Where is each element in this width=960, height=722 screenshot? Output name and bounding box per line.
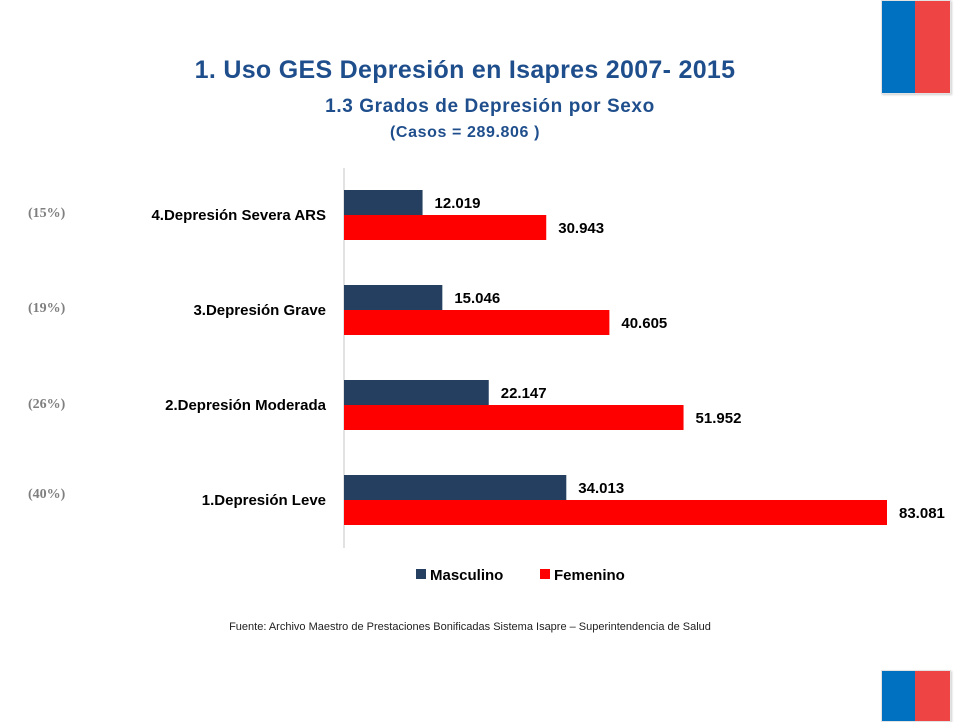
source-footnote: Fuente: Archivo Maestro de Prestaciones … (229, 621, 711, 633)
page-title: 1. Uso GES Depresión en Isapres 2007- 20… (194, 56, 736, 84)
bar-chart: 4.Depresión Severa ARS 12.019 30.943 3.Depr… (151, 168, 945, 584)
legend-swatch-masculino (416, 569, 426, 579)
flag-red-stripe (915, 1, 950, 93)
legend-label-masculino: Masculino (430, 567, 503, 584)
bar-femenino (344, 310, 610, 335)
flag-blue-stripe (882, 1, 915, 93)
flag-red-stripe (915, 671, 950, 721)
bar-masculino (344, 190, 423, 215)
percentage-label-grave: (19%) (28, 301, 66, 316)
bar-femenino (344, 500, 887, 525)
flag-logo-top (881, 0, 951, 94)
data-label: 12.019 (435, 195, 481, 212)
data-label: 22.147 (501, 385, 547, 402)
data-label: 15.046 (454, 290, 500, 307)
legend-swatch-femenino (540, 569, 550, 579)
data-label: 34.013 (578, 480, 624, 497)
cases-total: (Casos = 289.806 ) (390, 124, 540, 141)
data-label: 51.952 (696, 410, 742, 427)
percentage-label-severa: (15%) (28, 206, 66, 221)
flag-blue-stripe (882, 671, 915, 721)
category-label: 2.Depresión Moderada (165, 397, 327, 414)
legend-label-femenino: Femenino (554, 567, 625, 584)
bar-femenino (344, 405, 684, 430)
data-label: 30.943 (558, 220, 604, 237)
data-label: 83.081 (899, 505, 945, 522)
percentage-label-moderada: (26%) (28, 397, 66, 412)
page-subtitle: 1.3 Grados de Depresión por Sexo (325, 96, 655, 117)
bar-masculino (344, 475, 567, 500)
bar-femenino (344, 215, 547, 240)
bar-masculino (344, 285, 443, 310)
category-label: 3.Depresión Grave (193, 302, 326, 319)
bar-masculino (344, 380, 489, 405)
flag-logo-bottom (881, 670, 951, 722)
percentage-label-leve: (40%) (28, 487, 66, 502)
category-label: 4.Depresión Severa ARS (151, 207, 326, 224)
data-label: 40.605 (621, 315, 667, 332)
category-label: 1.Depresión Leve (202, 492, 326, 509)
